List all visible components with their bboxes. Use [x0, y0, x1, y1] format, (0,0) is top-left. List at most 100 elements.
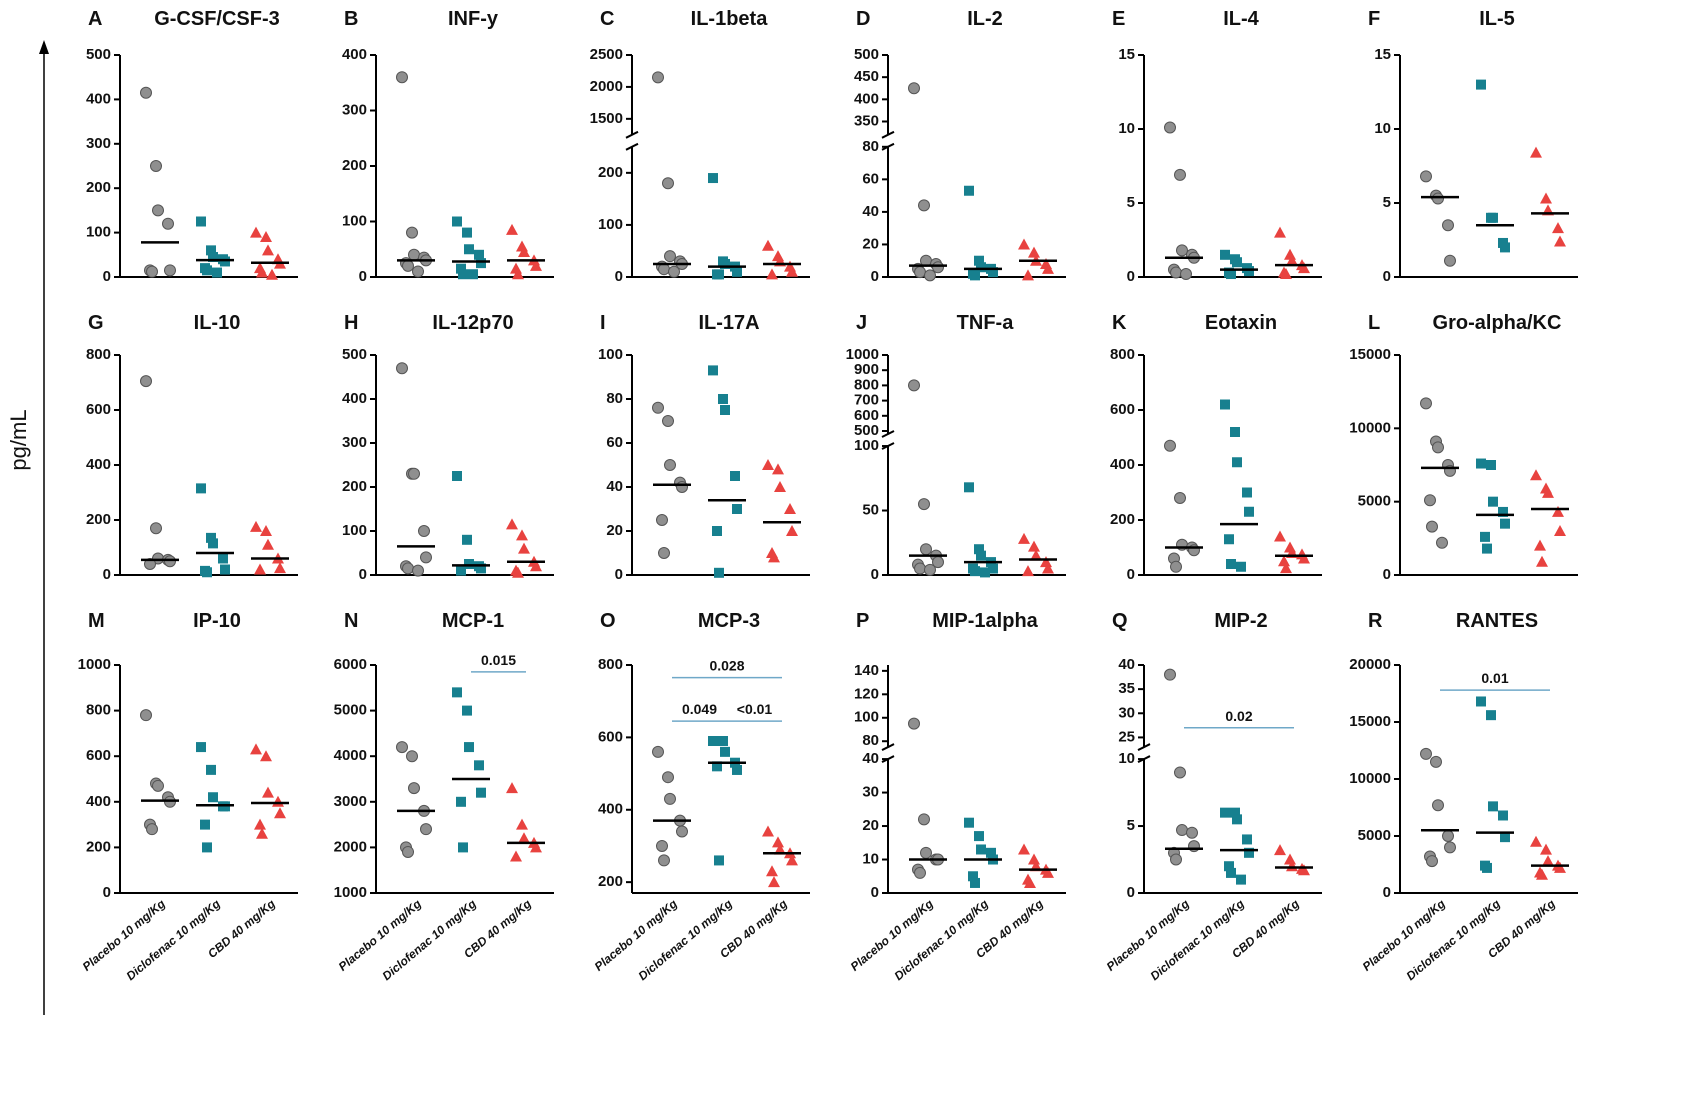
point [412, 265, 424, 278]
point [1232, 457, 1242, 468]
point [676, 825, 688, 838]
y-tick-label: 800 [86, 702, 111, 719]
panel-title: INF-y [448, 8, 499, 30]
y-tick-label: 200 [342, 478, 367, 495]
panel-letter: R [1368, 610, 1383, 632]
point [420, 551, 432, 564]
point [152, 204, 164, 217]
point [396, 71, 408, 84]
y-tick-label: 20 [606, 522, 623, 539]
axis-break [625, 130, 639, 139]
point [1430, 755, 1442, 768]
point [1242, 834, 1252, 845]
y-tick-label: 0 [1383, 884, 1391, 901]
point [1486, 710, 1496, 721]
point [714, 855, 724, 866]
point [250, 743, 262, 755]
point [1500, 832, 1510, 843]
y-tick-label: 0 [103, 566, 111, 583]
y-tick-label: 40 [862, 750, 879, 767]
point [1488, 801, 1498, 812]
y-tick-label: 0 [1383, 566, 1391, 583]
point [708, 365, 718, 376]
y-tick-label: 20000 [1349, 656, 1391, 673]
y-tick-label: 200 [342, 157, 367, 174]
point [720, 746, 730, 757]
y-tick-label: 3000 [334, 793, 367, 810]
point [664, 792, 676, 805]
panel-letter: J [856, 312, 867, 334]
point [662, 415, 674, 427]
point [718, 736, 728, 746]
point [516, 818, 528, 830]
arrow-head [39, 40, 49, 54]
point [970, 270, 980, 281]
point [1498, 810, 1508, 821]
point [714, 269, 724, 280]
y-tick-label: 5000 [1358, 493, 1391, 510]
y-tick-label: 300 [342, 101, 367, 118]
point [196, 483, 206, 494]
y-tick-label: 0 [103, 884, 111, 901]
point [908, 717, 920, 730]
point [1284, 248, 1296, 260]
point [208, 792, 218, 803]
point [986, 847, 996, 858]
y-tick-label: 800 [1110, 346, 1135, 363]
point [1530, 835, 1542, 847]
y-tick-label: 15000 [1349, 346, 1391, 363]
y-tick-label: 200 [86, 838, 111, 855]
point [196, 742, 206, 753]
point [652, 401, 664, 414]
point [418, 525, 430, 537]
point [1444, 254, 1456, 267]
point [202, 567, 212, 578]
point [1220, 249, 1230, 260]
point [1170, 266, 1182, 279]
point [506, 223, 518, 235]
point [1554, 235, 1566, 247]
point [1024, 876, 1036, 888]
point [1022, 565, 1034, 577]
point [1534, 539, 1546, 551]
point [476, 563, 486, 574]
point [1420, 747, 1432, 760]
point [1540, 843, 1552, 855]
y-tick-label: 15000 [1349, 713, 1391, 730]
point [1482, 862, 1492, 873]
point [658, 263, 670, 276]
panel-letter: K [1112, 312, 1127, 334]
x-tick-label: Diclofenac 10 mg/Kg [1404, 896, 1504, 983]
y-tick-label: 2000 [590, 78, 623, 95]
point [1226, 559, 1236, 569]
panel-letter: O [600, 610, 616, 632]
x-tick-label: Diclofenac 10 mg/Kg [636, 896, 736, 983]
panel-title: MIP-2 [1214, 610, 1267, 632]
y-tick-label: 100 [342, 212, 367, 229]
point [206, 245, 216, 256]
y-tick-label: 10000 [1349, 770, 1391, 787]
y-tick-label: 20 [862, 235, 879, 252]
point [206, 532, 216, 543]
point [1552, 505, 1564, 517]
x-tick-label: Diclofenac 10 mg/Kg [380, 896, 480, 983]
point [1244, 506, 1254, 517]
point [408, 467, 420, 480]
point [1028, 246, 1040, 258]
point [1170, 853, 1182, 866]
x-tick-label: Diclofenac 10 mg/Kg [124, 896, 224, 983]
y-tick-label: 80 [606, 390, 623, 407]
y-tick-label: 5 [1127, 194, 1135, 211]
point [1230, 807, 1240, 818]
point [988, 267, 998, 278]
point [1244, 266, 1254, 277]
point [262, 786, 274, 798]
point [254, 563, 266, 575]
point [908, 82, 920, 95]
y-tick-label: 600 [86, 401, 111, 418]
point [512, 566, 524, 578]
point [762, 825, 774, 837]
point [1226, 867, 1236, 878]
point [1286, 254, 1298, 266]
